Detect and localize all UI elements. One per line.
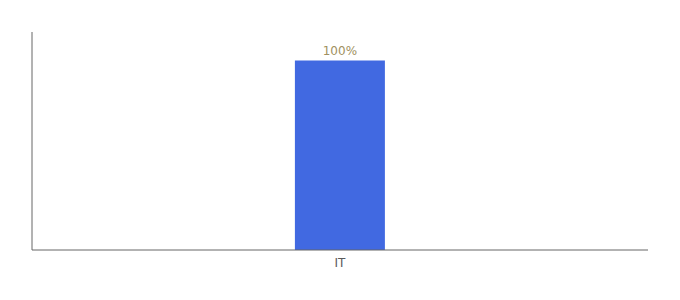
svg-text:IT: IT — [335, 256, 347, 270]
svg-text:100%: 100% — [323, 44, 357, 58]
